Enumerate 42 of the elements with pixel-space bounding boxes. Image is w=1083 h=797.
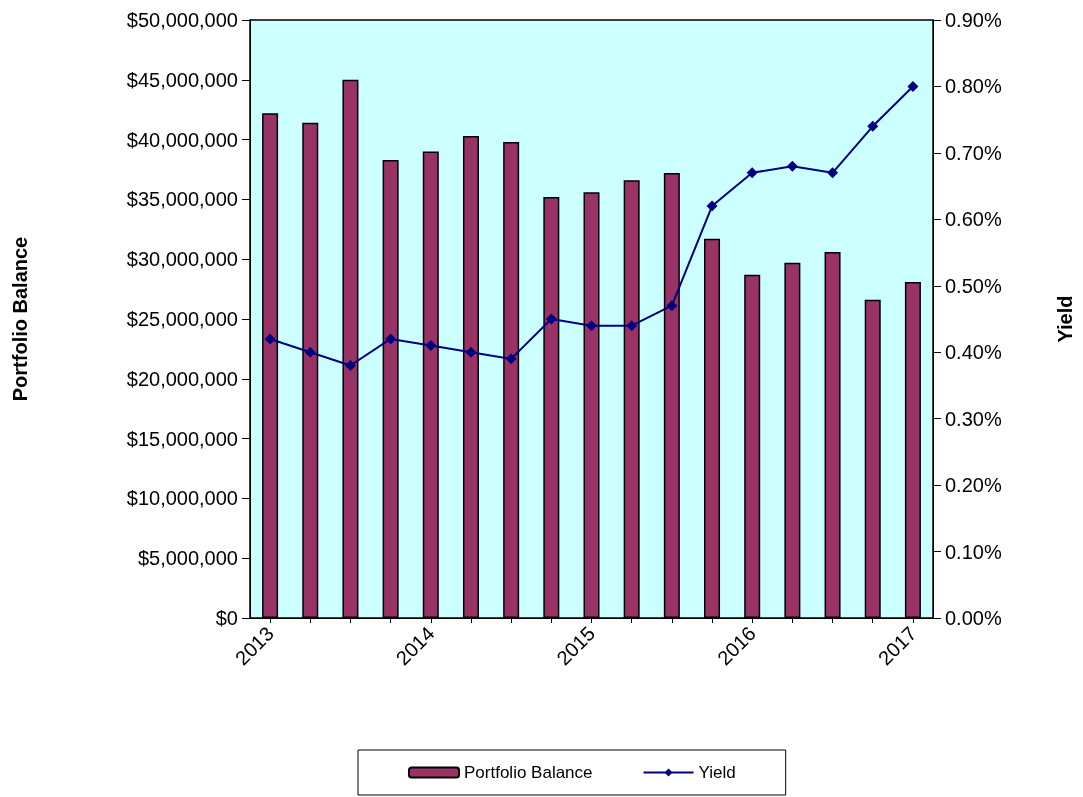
point <box>465 346 477 358</box>
point <box>586 320 597 332</box>
y2-tick-label: 0.00% <box>945 607 1002 629</box>
point <box>786 160 798 172</box>
y-tick-label: $15,000,000 <box>126 427 238 450</box>
y-tick-label: $40,000,000 <box>126 128 238 151</box>
y-tick-label: $10,000,000 <box>126 487 238 510</box>
y2-tick-label: 0.20% <box>945 474 1002 497</box>
point <box>867 120 879 132</box>
y2-tick-label: 0.90% <box>945 9 1002 31</box>
point <box>385 333 397 345</box>
point <box>666 300 678 312</box>
point <box>304 346 316 358</box>
point <box>827 167 839 179</box>
point <box>264 333 276 345</box>
point <box>344 360 356 372</box>
y-tick-label: $20,000,000 <box>126 367 238 390</box>
legend-label: Yield <box>698 763 736 782</box>
point <box>505 353 517 365</box>
legend-label: Portfolio Balance <box>464 763 593 782</box>
point <box>907 80 919 92</box>
y2-tick-label: 0.60% <box>945 208 1002 231</box>
y2-tick-label: 0.30% <box>945 407 1002 430</box>
y-tick-label: $50,000,000 <box>126 9 238 31</box>
point <box>746 167 758 179</box>
point <box>425 340 437 352</box>
point <box>626 320 638 332</box>
y-tick-label: $45,000,000 <box>126 68 238 91</box>
y-tick-label: $25,000,000 <box>126 308 238 330</box>
y2-tick-label: 0.10% <box>945 540 1002 563</box>
y2-tick-label: 0.80% <box>945 75 1002 98</box>
point <box>706 200 718 212</box>
point <box>545 313 557 325</box>
y-tick-label: $35,000,000 <box>126 188 238 211</box>
y2-axis-title: Yield <box>1054 295 1076 343</box>
y-tick-label: $0 <box>215 607 238 629</box>
y2-tick-label: 0.70% <box>945 141 1002 164</box>
y-axis-title: Portfolio Balance <box>9 236 31 402</box>
y2-tick-label: 0.50% <box>945 274 1002 297</box>
y-tick-label: $5,000,000 <box>137 547 238 570</box>
y-tick-label: $30,000,000 <box>126 248 238 271</box>
y2-tick-label: 0.40% <box>945 341 1002 364</box>
